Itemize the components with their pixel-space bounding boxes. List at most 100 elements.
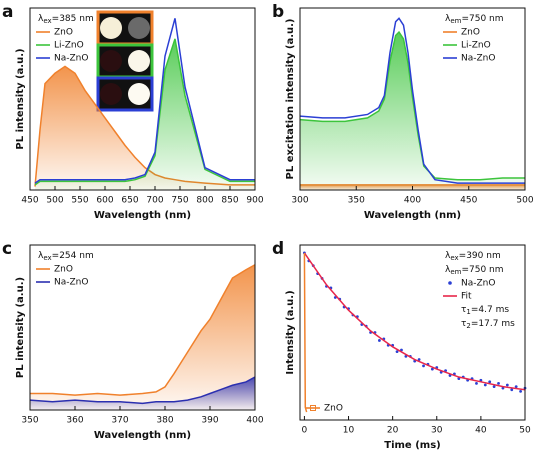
note-symbol: λ (445, 251, 451, 261)
plot-frame (29, 7, 256, 191)
x-tick-label: 450 (21, 196, 38, 206)
plot-frame (299, 244, 526, 421)
point (510, 388, 514, 392)
x-tick-label: 360 (66, 416, 83, 426)
x-tick-label: 350 (21, 416, 38, 426)
x-tick-label: 600 (96, 196, 113, 206)
x-tick-label: 50 (519, 426, 531, 436)
legend-label: ZnO (54, 265, 73, 275)
line (34, 18, 255, 184)
legend-note: λex=390 nm (445, 251, 501, 263)
note-text: =254 nm (52, 251, 94, 261)
note-text: =750 nm (461, 14, 503, 24)
panel-label: a (2, 2, 13, 22)
legend-label: ZnO (461, 28, 480, 38)
point (492, 385, 496, 388)
panel-label: d (272, 239, 284, 259)
line (30, 264, 256, 396)
note-text: =4.7 ms (471, 305, 509, 315)
y-axis-label: PL intensity (a.u.) (15, 277, 26, 378)
point (505, 383, 509, 387)
x-tick-label: 650 (121, 196, 138, 206)
point (497, 382, 500, 385)
inset-dot (128, 83, 150, 105)
plot-frame (29, 244, 256, 411)
x-tick-label: 400 (246, 416, 263, 426)
area (30, 377, 255, 410)
note-symbol: τ (461, 319, 466, 329)
x-axis-label: Wavelength (nm) (94, 210, 191, 221)
x-tick-label: 40 (475, 426, 487, 436)
legend-note: τ1=4.7 ms (461, 305, 509, 317)
x-tick-label: 0 (302, 426, 308, 436)
inset-dot (128, 17, 150, 39)
x-axis-label: Wavelength (nm) (94, 430, 191, 441)
line (303, 252, 308, 413)
legend-note: τ2=17.7 ms (461, 319, 515, 331)
note-symbol: λ (445, 265, 451, 275)
line (299, 30, 525, 181)
x-axis-label: Time (ms) (384, 440, 440, 451)
point (417, 358, 421, 361)
point (483, 383, 487, 387)
note-subscript: 2 (466, 322, 470, 330)
legend-marker (448, 281, 452, 285)
legend-label: Li-ZnO (461, 41, 491, 51)
note-text: =385 nm (52, 14, 94, 24)
x-tick-label: 380 (156, 416, 173, 426)
x-tick-label: 500 (516, 196, 533, 206)
x-tick-label: 350 (348, 196, 365, 206)
x-tick-label: 550 (71, 196, 88, 206)
y-axis-label: Intensity (a.u.) (285, 290, 296, 374)
note-subscript: em (450, 268, 461, 276)
inset-dot (100, 83, 122, 105)
legend-note: λex=385 nm (38, 14, 94, 26)
note-subscript: ex (43, 17, 51, 25)
note-subscript: 1 (466, 308, 470, 316)
x-axis-label: Wavelength (nm) (364, 210, 461, 221)
x-tick-label: 370 (111, 416, 128, 426)
line (299, 17, 525, 184)
x-tick-label: 850 (221, 196, 238, 206)
x-tick-label: 750 (171, 196, 188, 206)
point (378, 339, 381, 342)
legend-label: ZnO (54, 28, 73, 38)
area (30, 264, 255, 410)
legend-marker (310, 405, 316, 411)
note-symbol: λ (38, 251, 44, 261)
x-tick-label: 450 (460, 196, 477, 206)
point (514, 385, 518, 388)
legend-label: Na-ZnO (54, 278, 88, 288)
point (519, 389, 522, 393)
point (422, 364, 425, 368)
line (303, 252, 526, 391)
note-symbol: τ (461, 305, 466, 315)
x-tick-label: 700 (146, 196, 163, 206)
legend-label: Li-ZnO (54, 41, 84, 51)
note-text: =750 nm (461, 265, 503, 275)
note-text: =17.7 ms (471, 319, 515, 329)
note-subscript: ex (43, 254, 51, 262)
x-tick-label: 390 (201, 416, 218, 426)
point (488, 380, 492, 384)
inset-dot (100, 17, 122, 39)
line (29, 376, 256, 405)
panel-label: c (2, 239, 12, 259)
line (34, 38, 255, 186)
x-tick-label: 10 (343, 426, 355, 436)
point (430, 367, 434, 371)
legend-note: λem=750 nm (445, 14, 504, 26)
point (475, 382, 478, 385)
note-symbol: λ (38, 14, 44, 24)
inset-dot (100, 50, 122, 72)
legend-label: ZnO (324, 404, 343, 414)
area (300, 32, 525, 190)
note-subscript: em (450, 17, 461, 25)
legend-label: Fit (461, 292, 472, 302)
y-axis-label: PL excitation intensity (a.u.) (285, 19, 296, 180)
x-tick-label: 800 (196, 196, 213, 206)
legend-label: Na-ZnO (54, 54, 88, 64)
y-axis-label: PL intensity (a.u.) (15, 48, 26, 149)
x-tick-label: 400 (404, 196, 421, 206)
